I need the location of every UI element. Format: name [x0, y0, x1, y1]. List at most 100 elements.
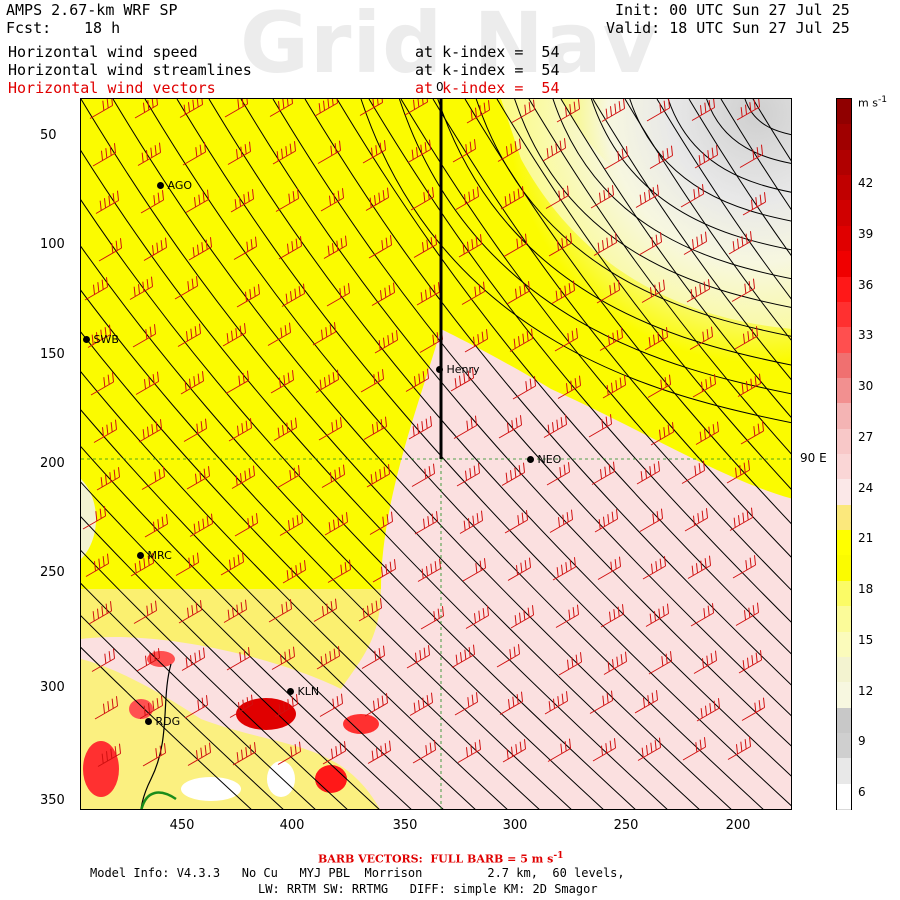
wind-barb [451, 644, 476, 668]
wind-barb [272, 141, 297, 165]
streamline [81, 409, 476, 809]
wind-barb [737, 373, 762, 397]
wind-barb [408, 416, 433, 440]
model-title: AMPS 2.67-km WRF SP [6, 1, 178, 19]
wind-barb [225, 370, 250, 394]
wind-barb [180, 371, 205, 395]
wind-barb [736, 99, 761, 121]
wind-barb [458, 234, 483, 258]
wind-barb [728, 231, 753, 255]
wind-barb [360, 369, 385, 393]
station-henry[interactable]: Henry [436, 363, 480, 376]
station-swb[interactable]: SWB [83, 333, 119, 346]
streamline [432, 99, 791, 558]
wind-barb [696, 698, 721, 722]
streamline-arc [706, 99, 791, 164]
station-neo[interactable]: NEO [527, 453, 561, 466]
wind-barb [454, 692, 479, 716]
wind-barb [547, 738, 572, 762]
wind-barb [600, 604, 625, 628]
wind-barb [374, 330, 399, 354]
wind-barb [93, 419, 118, 443]
streamline [81, 199, 636, 809]
wind-barb [729, 507, 754, 531]
wind-barb [638, 232, 663, 256]
wind-barb [175, 552, 200, 576]
wind-barb [683, 231, 708, 255]
wind-map[interactable]: AGO SWB Henry NEO MRC KLN RDG [80, 98, 792, 810]
station-rdg[interactable]: RDG [145, 715, 180, 728]
streamline-arc [744, 99, 791, 136]
wind-barb [731, 278, 756, 302]
colorbar-segment [837, 251, 851, 278]
wind-barb [692, 374, 717, 398]
wind-barb [276, 465, 301, 489]
wind-barb [312, 322, 337, 346]
colorbar-segment [837, 504, 851, 532]
wind-barb [320, 188, 345, 212]
forecast-label: Fcst: [6, 19, 52, 37]
colorbar-segment [837, 276, 851, 304]
colorbar-segment [837, 175, 851, 202]
wind-barb [322, 741, 347, 765]
x-tick-300: 300 [502, 818, 528, 833]
wind-barb [545, 185, 570, 209]
wind-barb [455, 186, 480, 210]
wind-barb [552, 557, 577, 581]
wind-barb [420, 606, 445, 630]
streamline [144, 99, 764, 809]
wind-barb [185, 189, 210, 213]
wind-barb [222, 323, 247, 347]
colorbar-segment [837, 758, 851, 786]
streamline [81, 646, 252, 809]
wind-barb [271, 646, 296, 670]
wind-barb [694, 145, 719, 169]
wind-barb [267, 322, 292, 346]
wind-barb [593, 232, 618, 256]
colorbar-label: 21 [858, 531, 874, 546]
wind-barb [84, 277, 109, 301]
wind-barb [551, 280, 576, 304]
wind-barb [599, 327, 624, 351]
wind-barb [317, 140, 342, 164]
streamline [81, 289, 572, 809]
wind-barb [459, 510, 484, 534]
streamline [304, 99, 791, 686]
colorbar-segment [837, 783, 851, 811]
wind-barb [681, 460, 706, 484]
streamline [81, 331, 540, 809]
station-kln[interactable]: KLN [287, 685, 319, 698]
wind-barb [684, 508, 709, 532]
wind-barb [548, 233, 573, 257]
wind-barb [601, 99, 626, 122]
colorbar-segment [837, 377, 851, 405]
streamline-arc [437, 99, 791, 366]
wind-barb [223, 599, 248, 623]
wind-barb [269, 99, 294, 117]
streamline [592, 99, 791, 381]
wind-barb [232, 742, 257, 766]
streamline-arc [667, 99, 791, 193]
streamline [336, 99, 791, 655]
wind-barb [363, 416, 388, 440]
wind-barb [407, 139, 432, 163]
wind-barb [501, 462, 526, 486]
streamline [81, 516, 380, 809]
pale-left [81, 479, 96, 559]
wind-barb [229, 694, 254, 718]
colorbar-segment [837, 606, 851, 633]
wind-barb [318, 417, 343, 441]
wind-barb [130, 553, 155, 577]
colorbar-label: 24 [858, 480, 874, 495]
colorbar-segment [837, 631, 851, 659]
colorbar-segment [837, 707, 851, 735]
streamline-arc [552, 99, 791, 280]
wind-barb [647, 374, 672, 398]
wind-barb [594, 509, 619, 533]
wind-barb [507, 557, 532, 581]
station-ago[interactable]: AGO [157, 179, 192, 192]
y-tick-350: 350 [40, 793, 65, 808]
y-tick-150: 150 [40, 347, 65, 362]
wind-barb [129, 276, 154, 300]
station-mrc[interactable]: MRC [137, 549, 172, 562]
